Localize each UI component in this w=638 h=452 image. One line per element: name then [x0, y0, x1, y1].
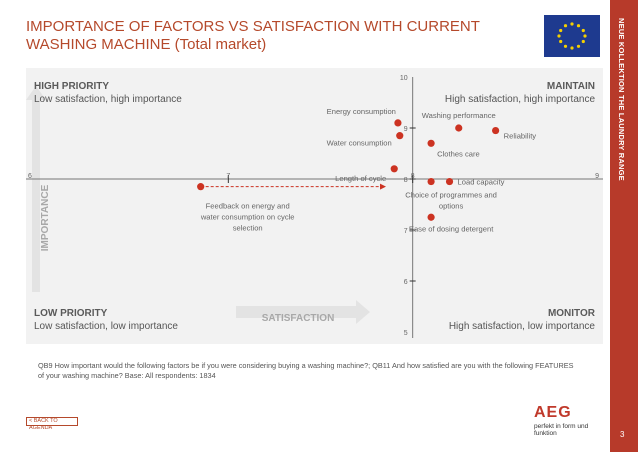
page-number: 3 [620, 430, 625, 439]
survey-question-note: QB9 How important would the following fa… [38, 361, 574, 380]
data-label: Washing performance [422, 111, 496, 120]
data-label: Length of cycle [335, 174, 386, 183]
back-to-agenda-link[interactable]: < BACK TO AGENDA [26, 417, 78, 431]
x-tick-label: 8 [411, 173, 415, 180]
aeg-logo-tagline: perfekt in form und funktion [534, 423, 589, 437]
x-axis-label: SATISFACTION [262, 313, 335, 324]
data-point [396, 132, 404, 140]
title-line-1: IMPORTANCE OF FACTORS VS SATISFACTION WI… [26, 18, 480, 35]
quadrant-maintain-subtitle: High satisfaction, high importance [444, 94, 595, 105]
eu-flag-icon [544, 15, 600, 57]
aeg-logo: AEG perfekt in form und funktion [534, 404, 608, 437]
data-label: Clothes care [437, 149, 480, 158]
x-tick-label: 6 [28, 173, 32, 180]
data-point [427, 177, 435, 186]
y-tick-label: 5 [404, 330, 408, 337]
quadrant-high-priority-title: HIGH PRIORITY [34, 81, 110, 92]
y-tick-label: 10 [400, 75, 408, 82]
data-point [445, 177, 454, 186]
x-tick-label: 9 [595, 173, 599, 180]
data-point [197, 183, 205, 191]
satisfaction-arrow-shape [236, 300, 370, 324]
data-label: Energy consumption [327, 107, 396, 116]
data-label: Choice of programmes and options [405, 191, 497, 211]
y-tick-label: 6 [404, 279, 408, 286]
chart-panel: 6 7 8 9 5 6 7 8 9 10 Energy consumption Water cons… [26, 68, 603, 344]
data-point [394, 119, 402, 127]
x-tick-label: 7 [226, 173, 230, 180]
quadrant-monitor-title: MONITOR [547, 308, 595, 319]
scatter-chart: 6 7 8 9 5 6 7 8 9 10 Energy consumption Water cons… [26, 75, 603, 338]
quadrant-high-priority-subtitle: Low satisfaction, high importance [34, 94, 182, 105]
quadrant-low-priority-title: LOW PRIORITY [34, 308, 108, 319]
quadrant-maintain-title: MAINTAIN [546, 81, 595, 92]
data-point [492, 126, 500, 135]
data-label: Reliability [504, 132, 537, 141]
y-axis-label: IMPORTANCE [40, 184, 51, 251]
data-label: Feedback on energy and water consumption … [200, 202, 295, 233]
quadrant-low-priority-subtitle: Low satisfaction, low importance [34, 321, 178, 332]
aeg-logo-mark: AEG [534, 404, 572, 421]
data-label: Ease of dosing detergent [409, 224, 494, 233]
side-banner-text: NEUE KOLLEKTION THE LAUNDRY RANGE [617, 18, 626, 181]
data-point [427, 213, 435, 221]
quadrant-monitor-subtitle: High satisfaction, low importance [448, 321, 595, 332]
importance-arrow-shape [26, 86, 46, 292]
data-label: Water consumption [327, 139, 392, 148]
data-point [390, 165, 398, 173]
data-point [427, 139, 435, 147]
y-tick-label: 9 [404, 126, 408, 133]
y-tick-label: 7 [404, 228, 408, 235]
side-banner [610, 0, 638, 452]
page-title: IMPORTANCE OF FACTORS VS SATISFACTION WI… [26, 18, 506, 54]
y-tick-label: 8 [404, 177, 408, 184]
data-point [455, 124, 463, 132]
data-label: Load capacity [458, 178, 505, 187]
title-line-2: WASHING MACHINE (Total market) [26, 36, 267, 53]
